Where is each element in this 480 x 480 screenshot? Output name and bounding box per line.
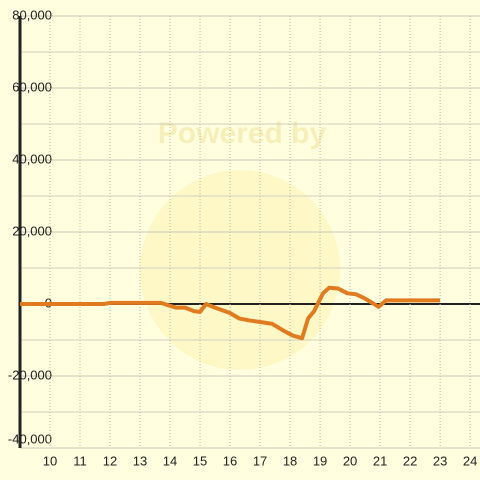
x-tick-label: 15 [193, 453, 207, 468]
x-tick-label: 17 [253, 453, 267, 468]
watermark: Powered by [158, 117, 327, 150]
y-tick-label: 20,000 [12, 223, 52, 238]
x-tick-label: 23 [433, 453, 447, 468]
series-line [20, 285, 441, 341]
y-tick-label: -40,000 [8, 431, 52, 446]
y-tick-label: 40,000 [12, 151, 52, 166]
x-tick-label: 14 [163, 453, 177, 468]
x-tick-label: 18 [283, 453, 297, 468]
x-tick-label: 16 [223, 453, 237, 468]
x-tick-label: 20 [343, 453, 357, 468]
x-tick-label: 19 [313, 453, 327, 468]
x-tick-label: 10 [43, 453, 57, 468]
x-tick-label: 21 [373, 453, 387, 468]
y-tick-label: 80,000 [12, 7, 52, 22]
x-tick-label: 11 [73, 453, 87, 468]
x-tick-label: 24 [463, 453, 477, 468]
x-tick-label: 22 [403, 453, 417, 468]
y-tick-label: -20,000 [8, 367, 52, 382]
x-tick-label: 13 [133, 453, 147, 468]
y-tick-label: 60,000 [12, 79, 52, 94]
x-tick-label: 12 [103, 453, 117, 468]
